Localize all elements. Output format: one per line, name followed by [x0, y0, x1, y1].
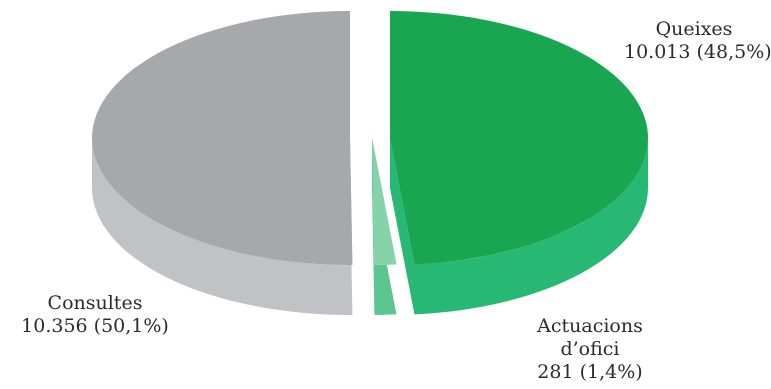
label-actuacions-ofici-value: 281 (1,4%) — [537, 361, 643, 383]
slice-consultes-side — [92, 11, 353, 316]
label-actuacions-ofici-name-line2: d’ofici — [560, 338, 620, 360]
slice-actuacions-ofici — [372, 138, 397, 315]
label-actuacions-ofici-name-line1: Actuacions — [537, 315, 643, 337]
slice-actuacions-ofici-top — [372, 138, 397, 265]
slice-queixes-top — [390, 11, 649, 265]
slice-queixes — [390, 11, 649, 315]
label-consultes-value: 10.356 (50,1%) — [21, 315, 169, 337]
label-queixes-value: 10.013 (48,5%) — [624, 41, 771, 63]
slice-queixes-side — [390, 11, 648, 315]
slice-consultes-top — [92, 11, 353, 265]
label-actuacions-ofici: Actuacions d’ofici 281 (1,4%) — [510, 315, 670, 384]
label-consultes: Consultes 10.356 (50,1%) — [10, 292, 180, 338]
label-queixes: Queixes 10.013 (48,5%) — [624, 18, 771, 64]
label-queixes-name: Queixes — [655, 18, 733, 40]
label-consultes-name: Consultes — [47, 292, 143, 314]
slice-consultes — [92, 11, 353, 316]
